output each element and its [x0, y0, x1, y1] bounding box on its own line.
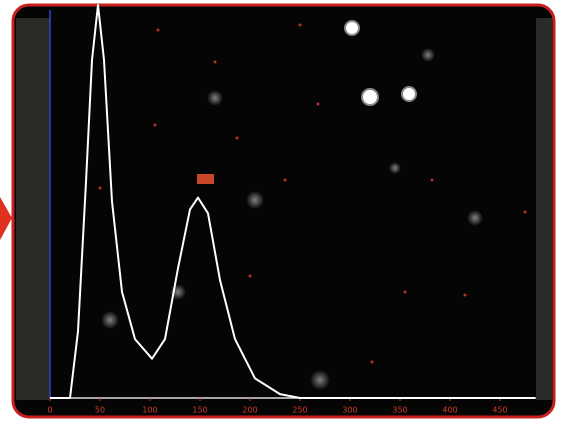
peak-marker — [197, 174, 214, 184]
x-tick-label: 150 — [192, 406, 207, 415]
left-strip — [16, 18, 50, 400]
x-tick-label: 350 — [392, 406, 407, 415]
x-tick-label: 200 — [242, 406, 257, 415]
x-tick-label: 300 — [342, 406, 357, 415]
x-tick-label: 0 — [47, 406, 52, 415]
right-strip — [536, 18, 552, 400]
x-tick-label: 250 — [292, 406, 307, 415]
x-tick-label: 450 — [492, 406, 507, 415]
x-tick-label: 50 — [95, 406, 105, 415]
x-tick-label: 400 — [442, 406, 457, 415]
chart: 0 50 100 150 200 250 300 350 400 450 — [0, 0, 568, 425]
arrow — [0, 197, 12, 240]
x-tick-label: 100 — [142, 406, 157, 415]
